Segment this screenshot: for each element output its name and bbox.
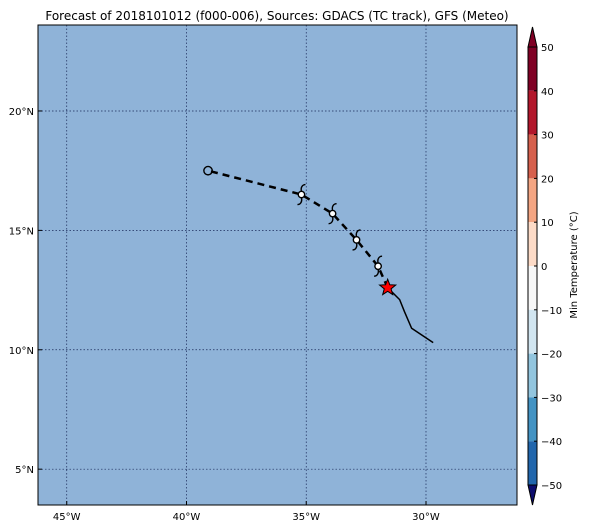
lat-tick-label: 15°N	[9, 226, 34, 237]
lat-tick-label: 5°N	[15, 465, 34, 476]
past-track-line	[387, 287, 434, 344]
colorbar-band	[528, 309, 537, 354]
colorbar-label: Min Temperature (°C)	[569, 211, 580, 318]
storm-track	[203, 165, 434, 344]
colorbar-band	[528, 90, 537, 135]
hurricane-icon	[297, 183, 306, 206]
colorbar-extend-top	[527, 26, 538, 48]
colorbar-tick-label: −50	[541, 481, 562, 492]
circle-icon	[203, 165, 213, 176]
colorbar: 50 40 30 20 10 0 −10 −20 −30 −40 −50	[527, 26, 562, 506]
ocean-background	[38, 25, 517, 505]
colorbar-band	[528, 266, 537, 310]
colorbar-tick-label: −30	[541, 393, 562, 404]
colorbar-band	[528, 353, 537, 398]
hurricane-icon	[374, 255, 383, 277]
graticule	[38, 25, 517, 505]
forecast-track-line	[207, 169, 389, 289]
colorbar-tick-label: 50	[541, 43, 554, 54]
colorbar-tick-label: 10	[541, 218, 554, 229]
latitude-ticks: 5°N 10°N 15°N 20°N	[9, 107, 42, 476]
lon-tick-label: 30°W	[412, 512, 440, 523]
colorbar-band	[528, 178, 537, 223]
longitude-ticks: 45°W 40°W 35°W 30°W	[53, 501, 440, 523]
lat-tick-label: 10°N	[9, 346, 34, 357]
hurricane-icon	[328, 202, 337, 225]
lon-tick-label: 35°W	[292, 512, 320, 523]
map-frame	[37, 24, 518, 506]
colorbar-extend-bottom	[527, 484, 538, 506]
colorbar-tick-label: −20	[541, 350, 562, 361]
colorbar-tick-label: 0	[541, 262, 547, 273]
colorbar-tick-label: 30	[541, 131, 554, 142]
colorbar-band	[528, 134, 537, 179]
hurricane-icon	[352, 229, 361, 251]
colorbar-tick-label: −10	[541, 306, 562, 317]
colorbar-tick-label: −40	[541, 437, 562, 448]
colorbar-band	[528, 222, 537, 266]
colorbar-tick-label: 20	[541, 174, 554, 185]
colorbar-band	[528, 441, 537, 485]
map-panel: 45°W 40°W 35°W 30°W 5°N 10°N 15°N 20°N	[9, 24, 518, 523]
lon-tick-label: 45°W	[53, 512, 81, 523]
star-icon	[378, 277, 398, 296]
colorbar-band	[528, 397, 537, 442]
lat-tick-label: 20°N	[9, 107, 34, 118]
colorbar-tick-label: 40	[541, 87, 554, 98]
lon-tick-label: 40°W	[173, 512, 201, 523]
colorbar-band	[528, 47, 537, 91]
chart-title: Forecast of 2018101012 (f000-006), Sourc…	[45, 9, 508, 23]
